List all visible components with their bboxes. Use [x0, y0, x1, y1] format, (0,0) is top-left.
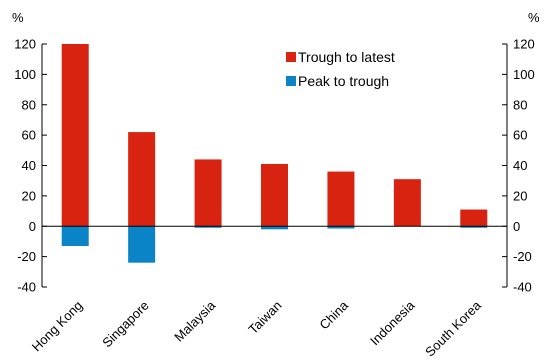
bar-trough-to-latest: [128, 132, 156, 227]
y-tick-label-right: 60: [513, 128, 527, 143]
y-tick-label-left: 60: [22, 128, 36, 143]
x-tick-label: Taiwan: [245, 298, 284, 337]
x-tick-label: Indonesia: [367, 297, 418, 348]
y-tick-label-left: 80: [22, 97, 36, 112]
legend-swatch-trough-to-latest: [286, 52, 296, 62]
bar-trough-to-latest: [261, 163, 288, 227]
y-tick-label-left: 120: [14, 37, 36, 52]
y-tick-label-right: -40: [513, 280, 532, 295]
y-tick-label-right: 0: [513, 219, 520, 234]
bar-trough-to-latest: [194, 159, 222, 227]
right-unit-label: %: [528, 10, 540, 25]
bar-trough-to-latest: [393, 179, 421, 227]
y-tick-label-right: 120: [513, 37, 535, 52]
x-tick-label: Malaysia: [171, 297, 218, 344]
bar-peak-to-trough: [128, 226, 156, 263]
bar-peak-to-trough: [194, 226, 222, 228]
legend-label-peak-to-trough: Peak to trough: [298, 73, 389, 89]
y-tick-label-left: 0: [29, 219, 36, 234]
plot-area: -40 -40 -20 -20 0 0 20 20 40 40 60 60 80 80 100 100 120 1…: [14, 37, 534, 360]
bar-peak-to-trough: [327, 226, 355, 229]
y-tick-label-left: -20: [17, 249, 36, 264]
left-unit-label: %: [12, 10, 24, 25]
x-tick-label: Hong Kong: [29, 298, 86, 355]
y-tick-label-right: 100: [513, 67, 535, 82]
y-tick-label-right: -20: [513, 249, 532, 264]
legend: Trough to latest Peak to trough: [286, 49, 395, 89]
y-tick-label-left: 40: [22, 158, 36, 173]
y-tick-label-left: 20: [22, 188, 36, 203]
y-tick-label-left: 100: [14, 67, 36, 82]
y-tick-label-right: 20: [513, 188, 527, 203]
bar-peak-to-trough: [460, 226, 488, 228]
y-tick-label-right: 80: [513, 97, 527, 112]
x-tick-label: Singapore: [99, 298, 152, 351]
legend-label-trough-to-latest: Trough to latest: [298, 49, 395, 65]
bar-trough-to-latest: [61, 44, 89, 227]
bar-trough-to-latest: [460, 209, 488, 227]
y-tick-label-right: 40: [513, 158, 527, 173]
bar-peak-to-trough: [261, 226, 288, 230]
y-tick-label-left: -40: [17, 280, 36, 295]
x-tick-label: South Korea: [422, 297, 484, 359]
x-tick-label: China: [316, 297, 351, 332]
legend-swatch-peak-to-trough: [286, 76, 296, 86]
bar-peak-to-trough: [61, 226, 89, 246]
bar-trough-to-latest: [327, 171, 355, 227]
